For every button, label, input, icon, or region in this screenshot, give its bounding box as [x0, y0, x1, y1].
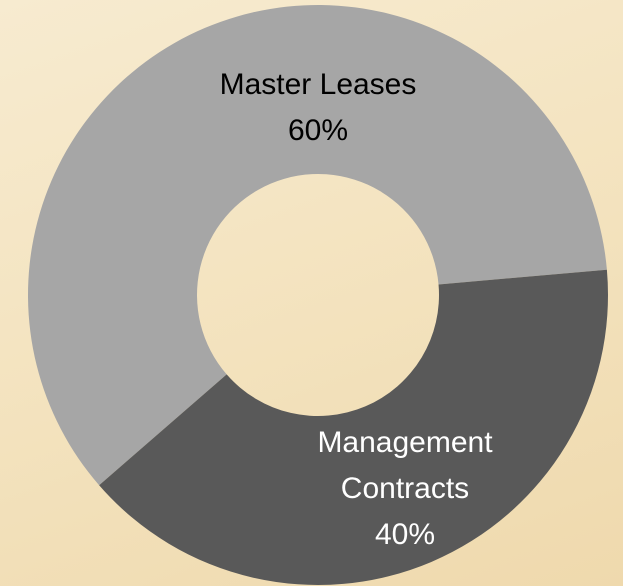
slice-label: Management Contracts 40% [290, 420, 520, 558]
value-label: 40% [374, 518, 436, 551]
slice-label: Master Leases 60% [168, 62, 468, 154]
donut-slice [27, 4, 607, 486]
value-label: 60% [287, 114, 349, 147]
category-label: Management Contracts [317, 426, 493, 505]
category-label: Master Leases [219, 68, 417, 101]
donut-slice [99, 269, 609, 585]
